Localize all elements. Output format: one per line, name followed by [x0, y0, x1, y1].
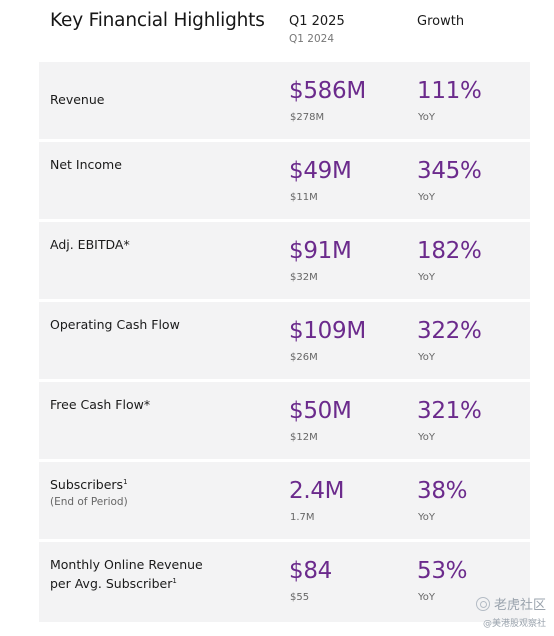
row-label: Revenue: [50, 92, 105, 108]
row-growth: 182%: [417, 238, 482, 264]
row-prior-value: $278M: [290, 112, 325, 123]
table-row-net-income: Net Income $49M $11M 345% YoY: [39, 142, 530, 219]
row-label: Operating Cash Flow: [50, 317, 180, 332]
row-label-line1: Monthly Online Revenue: [50, 557, 203, 572]
row-growth: 345%: [417, 158, 482, 184]
row-prior-value: $12M: [290, 432, 318, 443]
footnote-marker: 1: [172, 576, 177, 585]
row-label: Adj. EBITDA*: [50, 237, 130, 252]
row-value: $586M: [289, 78, 366, 104]
row-growth: 53%: [417, 558, 468, 584]
watermark-handle: @美港股观察社: [482, 619, 546, 629]
row-value: $84: [289, 558, 332, 584]
row-label: Net Income: [50, 157, 122, 172]
row-growth: 38%: [417, 478, 468, 504]
column-header-period: Q1 2025: [289, 14, 345, 29]
row-prior-value: 1.7M: [290, 512, 315, 523]
row-growth-note: YoY: [418, 592, 436, 603]
highlights-table: Revenue $586M $278M 111% YoY Net Income …: [39, 62, 530, 622]
row-value: $50M: [289, 398, 352, 424]
row-growth-note: YoY: [418, 512, 436, 523]
table-row-revenue: Revenue $586M $278M 111% YoY: [39, 62, 530, 139]
row-growth-note: YoY: [418, 352, 436, 363]
row-value: $109M: [289, 318, 366, 344]
table-row-operating-cash-flow: Operating Cash Flow $109M $26M 322% YoY: [39, 302, 530, 379]
row-sublabel: (End of Period): [50, 495, 128, 508]
footnote-marker: 1: [123, 477, 128, 486]
row-value: $91M: [289, 238, 352, 264]
row-growth: 321%: [417, 398, 482, 424]
row-growth-note: YoY: [418, 272, 436, 283]
column-header-growth: Growth: [417, 14, 465, 29]
row-value: 2.4M: [289, 478, 345, 504]
row-prior-value: $11M: [290, 192, 318, 203]
page-title: Key Financial Highlights: [50, 10, 265, 31]
tiger-logo-icon: [475, 596, 490, 611]
row-growth-note: YoY: [418, 112, 436, 123]
row-label-text: Subscribers: [50, 477, 124, 492]
row-growth: 111%: [417, 78, 482, 104]
row-label-line2: per Avg. Subscriber: [50, 575, 173, 591]
row-prior-value: $26M: [290, 352, 318, 363]
row-growth-note: YoY: [418, 192, 436, 203]
table-row-free-cash-flow: Free Cash Flow* $50M $12M 321% YoY: [39, 382, 530, 459]
row-prior-value: $32M: [290, 272, 318, 283]
table-row-monthly-online-revenue: Monthly Online Revenue per Avg. Subscrib…: [39, 542, 530, 622]
row-prior-value: $55: [290, 592, 310, 603]
watermark-text: 老虎社区: [493, 598, 546, 613]
table-row-subscribers: Subscribers1 (End of Period) 2.4M 1.7M 3…: [39, 462, 530, 539]
row-growth: 322%: [417, 318, 482, 344]
table-header: Key Financial Highlights Q1 2025 Q1 2024…: [0, 0, 554, 62]
column-header-prior-period: Q1 2024: [289, 33, 335, 45]
table-row-adj-ebitda: Adj. EBITDA* $91M $32M 182% YoY: [39, 222, 530, 299]
row-label: Subscribers1 (End of Period): [50, 476, 128, 509]
row-value: $49M: [289, 158, 352, 184]
row-label: Monthly Online Revenue per Avg. Subscrib…: [50, 556, 203, 594]
row-growth-note: YoY: [418, 432, 436, 443]
row-label: Free Cash Flow*: [50, 397, 151, 412]
watermark: 老虎社区 @美港股观察社: [475, 594, 546, 629]
